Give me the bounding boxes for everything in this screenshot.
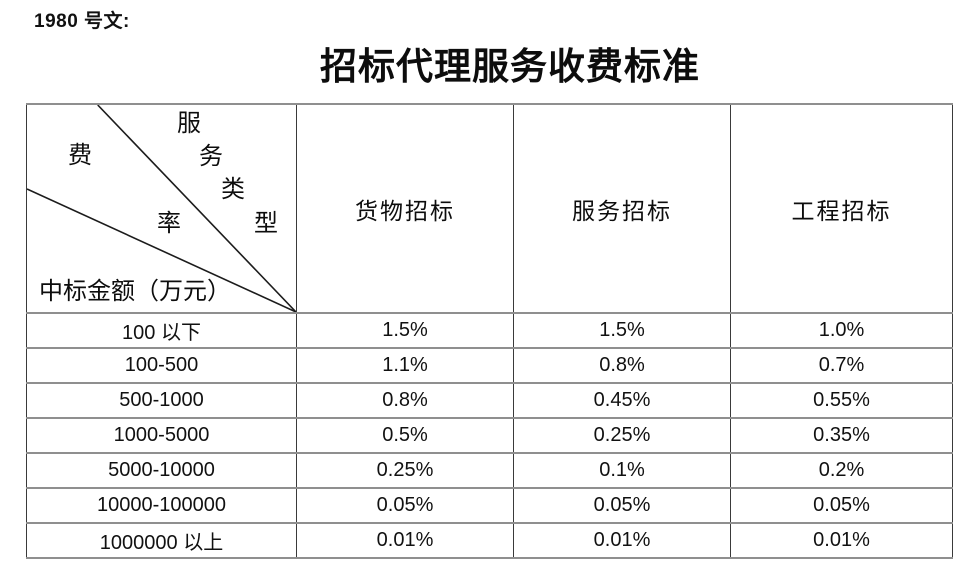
amount-range-cell: 1000000 以上 <box>26 522 297 559</box>
rate-cell: 0.05% <box>730 487 953 524</box>
corner-label-service-char-1: 服 <box>177 109 201 137</box>
rate-cell: 0.05% <box>296 487 514 524</box>
column-header-goods-bidding: 货物招标 <box>296 103 514 314</box>
column-header-works-bidding: 工程招标 <box>730 103 953 314</box>
rate-cell: 0.8% <box>513 347 731 384</box>
rate-cell: 0.1% <box>513 452 731 489</box>
amount-range-cell: 500-1000 <box>26 382 297 419</box>
table-row: 1000000 以上 0.01% 0.01% 0.01% <box>26 522 953 559</box>
rate-cell: 0.05% <box>513 487 731 524</box>
rate-cell: 1.1% <box>296 347 514 384</box>
amount-range-cell: 1000-5000 <box>26 417 297 454</box>
corner-label-rate-char: 率 <box>157 209 181 237</box>
amount-range-cell: 100 以下 <box>26 312 297 349</box>
title-container: 招标代理服务收费标准 <box>26 45 952 87</box>
corner-diagonal-divider-lines <box>27 106 296 311</box>
amount-range-cell: 10000-100000 <box>26 487 297 524</box>
rate-cell: 0.7% <box>730 347 953 384</box>
rate-cell: 1.0% <box>730 312 953 349</box>
document-number: 1980 号文: <box>34 11 130 32</box>
corner-label-fee-char: 费 <box>68 141 92 169</box>
table-row: 1000-5000 0.5% 0.25% 0.35% <box>26 417 953 454</box>
rate-cell: 0.35% <box>730 417 953 454</box>
rate-cell: 0.01% <box>730 522 953 559</box>
rate-cell: 0.5% <box>296 417 514 454</box>
table-row: 100 以下 1.5% 1.5% 1.0% <box>26 312 953 349</box>
table-row: 500-1000 0.8% 0.45% 0.55% <box>26 382 953 419</box>
table-corner-cell: 服 务 类 型 费 率 中标金额（万元） <box>26 103 297 314</box>
table-row: 100-500 1.1% 0.8% 0.7% <box>26 347 953 384</box>
rate-cell: 0.25% <box>513 417 731 454</box>
rate-cell: 1.5% <box>513 312 731 349</box>
corner-label-service-char-2: 务 <box>199 142 223 170</box>
amount-range-cell: 5000-10000 <box>26 452 297 489</box>
rate-cell: 0.01% <box>296 522 514 559</box>
rate-cell: 0.55% <box>730 382 953 419</box>
rate-cell: 0.2% <box>730 452 953 489</box>
corner-label-service-char-3: 类 <box>221 175 245 203</box>
rate-cell: 0.45% <box>513 382 731 419</box>
fee-standard-table: 服 务 类 型 费 率 中标金额（万元） 货物招标 服务招标 工程招标 100 … <box>26 103 953 559</box>
table-row: 10000-100000 0.05% 0.05% 0.05% <box>26 487 953 524</box>
amount-range-cell: 100-500 <box>26 347 297 384</box>
rate-cell: 0.01% <box>513 522 731 559</box>
table-header-row: 服 务 类 型 费 率 中标金额（万元） 货物招标 服务招标 工程招标 <box>26 103 953 314</box>
page-title: 招标代理服务收费标准 <box>320 44 700 88</box>
rate-cell: 0.25% <box>296 452 514 489</box>
rate-cell: 0.8% <box>296 382 514 419</box>
corner-label-service-char-4: 型 <box>254 209 278 237</box>
table-row: 5000-10000 0.25% 0.1% 0.2% <box>26 452 953 489</box>
corner-amount-axis-label: 中标金额（万元） <box>39 277 231 305</box>
column-header-services-bidding: 服务招标 <box>513 103 731 314</box>
rate-cell: 1.5% <box>296 312 514 349</box>
